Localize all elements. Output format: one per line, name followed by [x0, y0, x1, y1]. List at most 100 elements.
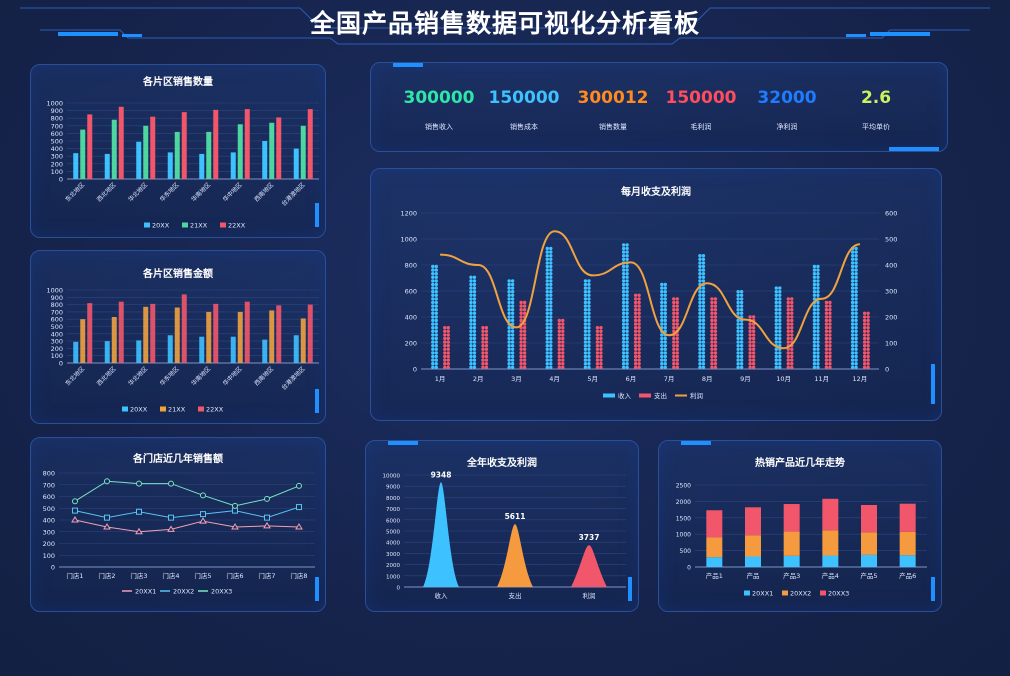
bar-dot	[545, 246, 549, 251]
bar-dot	[828, 329, 832, 333]
bar-dot	[545, 254, 549, 258]
legend-swatch	[144, 222, 150, 228]
bar-dot	[549, 311, 553, 315]
bar-dot	[698, 257, 702, 261]
bar-dot	[675, 344, 679, 348]
bar-dot	[672, 354, 676, 359]
bar-dot	[701, 279, 706, 283]
bar-dot	[621, 311, 626, 315]
x-tick-label: 门店4	[162, 571, 179, 580]
bar-dot	[522, 333, 527, 337]
bar-dot	[824, 344, 829, 348]
bar-dot	[701, 347, 706, 351]
bar-dot	[510, 318, 515, 323]
bar-dot	[739, 344, 744, 348]
bar-dot	[633, 362, 638, 366]
bar-dot	[633, 308, 638, 312]
x-tick-label: 利润	[583, 591, 596, 600]
bar-dot	[621, 300, 626, 305]
bar-dot	[862, 318, 867, 323]
bar-dot	[481, 354, 485, 359]
bar-dot	[522, 354, 527, 359]
bar-dot	[545, 290, 549, 294]
bar-dot	[587, 282, 591, 287]
bar-dot	[583, 311, 588, 315]
bar-dot	[633, 293, 638, 297]
bar-dot	[739, 326, 744, 330]
bar-dot	[698, 365, 702, 369]
bar-dot	[557, 358, 561, 362]
series-line	[74, 480, 300, 507]
bar-dot	[583, 362, 588, 366]
bar-dot	[595, 347, 600, 351]
bar-dot	[866, 347, 870, 351]
bar-dot	[672, 326, 676, 330]
bar-dot	[469, 362, 473, 366]
data-point	[72, 507, 78, 514]
bar-dot	[778, 297, 782, 301]
bar-dot	[663, 318, 667, 323]
bar-dot	[786, 351, 790, 355]
x-tick-label: 门店1	[66, 571, 83, 580]
bar-dot	[484, 329, 489, 333]
bar-dot	[446, 329, 450, 333]
bar-dot	[850, 297, 855, 301]
bar-dot	[637, 293, 641, 297]
bar-dot	[469, 365, 473, 369]
kpi-value: 150000	[665, 88, 737, 108]
bar-dot	[519, 354, 523, 359]
bar-dot	[621, 340, 626, 344]
bar-dot	[748, 351, 752, 355]
bar-dot	[625, 315, 629, 319]
y-tick-label: 9000	[386, 485, 400, 491]
bar-dot	[637, 322, 641, 326]
bar-dot	[507, 293, 511, 297]
bar-dot	[621, 362, 626, 366]
x-tick-label: 4月	[549, 375, 560, 383]
bar-dot	[751, 347, 756, 351]
bar-dot	[812, 311, 817, 315]
bar-dot	[778, 365, 782, 369]
bar-dot	[507, 344, 511, 348]
bar-dot	[675, 351, 679, 355]
bar-dot	[736, 326, 740, 330]
bar-dot	[663, 315, 667, 319]
bar-dot	[660, 358, 664, 362]
bar-dot	[713, 300, 718, 305]
bar-dot	[812, 275, 817, 279]
bar-dot	[854, 261, 858, 265]
bar-dot	[637, 358, 641, 362]
bar-dot	[519, 333, 523, 337]
bar-dot	[710, 318, 714, 323]
bar-dot	[828, 354, 832, 359]
bar-dot	[663, 282, 667, 287]
bar-dot	[816, 282, 820, 287]
bar	[237, 124, 243, 179]
legend-swatch	[820, 590, 826, 596]
bar-dot	[850, 315, 855, 319]
bar-dot	[545, 365, 549, 369]
bar-dot	[443, 362, 447, 366]
bar-dot	[812, 279, 817, 283]
bar	[206, 131, 212, 179]
x-tick-label: 收入	[435, 591, 449, 600]
y-tick-label: 2000	[386, 563, 400, 569]
bar-dot	[625, 344, 629, 348]
corner-accent	[931, 364, 935, 404]
bar-dot	[710, 308, 714, 312]
bar-dot	[625, 290, 629, 294]
bar	[150, 116, 156, 179]
bar-dot	[472, 304, 477, 308]
bar-dot	[850, 318, 855, 323]
bar-dot	[786, 300, 790, 305]
kpi-value: 300012	[577, 88, 649, 108]
bar-dot	[625, 286, 629, 290]
bar-dot	[736, 290, 740, 294]
bar-dot	[587, 365, 591, 369]
bar-dot	[854, 362, 858, 366]
bar-dot	[519, 340, 523, 344]
bar-dot	[481, 336, 485, 341]
kpi-label: 毛利润	[690, 123, 712, 131]
bar-dot	[625, 300, 629, 305]
bar-dot	[850, 257, 855, 261]
